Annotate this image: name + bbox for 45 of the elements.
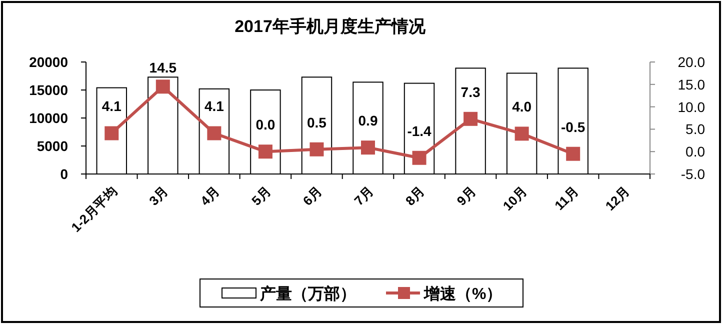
- data-label: 4.1: [102, 98, 122, 114]
- data-label: 0.5: [306, 114, 327, 130]
- x-tick-label: 4月: [197, 184, 222, 208]
- point: [361, 140, 375, 155]
- data-label: 4.0: [512, 98, 532, 115]
- x-tick-label: 5月: [248, 184, 274, 208]
- x-tick-label: 1-2月平均: [68, 184, 120, 235]
- point: [310, 142, 324, 156]
- x-tick-label: 12月: [602, 184, 632, 214]
- data-label: 14.5: [149, 60, 177, 76]
- legend-label: 产量（万部）: [259, 285, 356, 303]
- point: [412, 150, 426, 165]
- data-label: -0.5: [561, 118, 586, 135]
- data-label: 0.9: [358, 112, 378, 129]
- y-tick-label: 10000: [29, 110, 68, 126]
- point: [207, 126, 222, 140]
- y-tick-label: 20000: [29, 54, 68, 70]
- title: 2017年手机月度生产情况: [234, 17, 426, 36]
- y-tick-label: 15000: [29, 82, 68, 98]
- x-tick-label: 7月: [351, 184, 376, 208]
- x-tick-label: 9月: [454, 184, 479, 208]
- data-label: -1.4: [407, 122, 432, 139]
- x-tick-label: 11月: [552, 184, 582, 214]
- point: [258, 144, 272, 159]
- x-tick-label: 6月: [300, 184, 325, 208]
- y2-tick-label: 0.0: [686, 144, 706, 160]
- point: [566, 146, 580, 161]
- y2-tick-label: 10.0: [678, 98, 706, 115]
- y2-tick-label: 15.0: [678, 76, 706, 92]
- point: [514, 126, 529, 141]
- data-label: 4.1: [204, 98, 224, 114]
- y2-tick-label: 5.0: [686, 121, 706, 138]
- legend-label: 增速（%）: [423, 285, 502, 303]
- point: [464, 112, 478, 126]
- y-tick-label: 0: [60, 166, 68, 182]
- x-tick-label: 3月: [146, 184, 172, 208]
- point: [104, 126, 119, 140]
- y2-tick-label: 20.0: [678, 54, 706, 70]
- y2-tick-label: -5.0: [680, 166, 706, 182]
- x-tick-label: 10月: [500, 184, 530, 214]
- x-tick-label: 8月: [402, 184, 428, 208]
- point: [156, 80, 170, 94]
- data-label: 0.0: [256, 116, 276, 133]
- y-tick-label: 5000: [36, 138, 68, 154]
- data-label: 7.3: [460, 84, 480, 100]
